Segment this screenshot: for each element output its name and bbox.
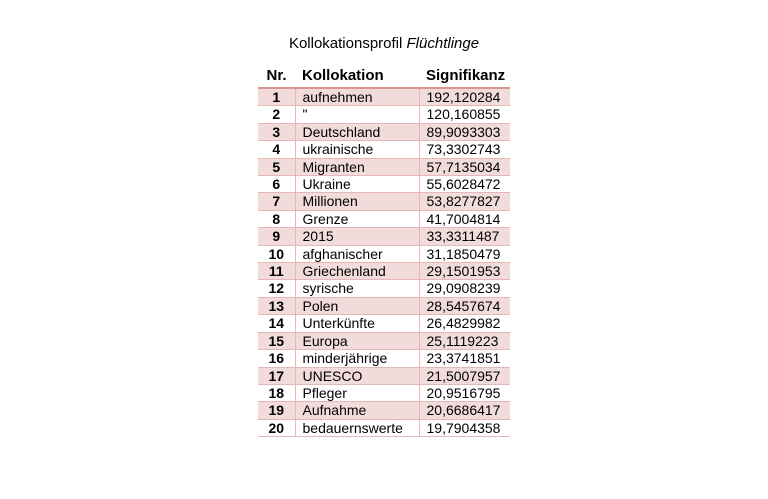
cell-nr: 20 <box>258 419 295 438</box>
cell-kollokation: Griechenland <box>294 262 419 281</box>
cell-signifikanz: 20,9516795 <box>418 384 510 403</box>
cell-signifikanz: 23,3741851 <box>418 349 510 368</box>
cell-signifikanz: 26,4829982 <box>418 314 510 333</box>
cell-signifikanz: 31,1850479 <box>418 245 510 264</box>
table-row: 7 Millionen 53,8277827 <box>258 192 510 211</box>
page-title: Kollokationsprofil Flüchtlinge <box>0 35 768 52</box>
cell-kollokation: bedauernswerte <box>294 419 419 438</box>
cell-signifikanz: 89,9093303 <box>418 123 510 142</box>
table-row: 6 Ukraine 55,6028472 <box>258 175 510 194</box>
cell-kollokation: Unterkünfte <box>294 314 419 333</box>
cell-nr: 16 <box>258 349 295 368</box>
table-row: 15 Europa 25,1119223 <box>258 332 510 351</box>
table-row: 12 syrische 29,0908239 <box>258 279 510 298</box>
cell-signifikanz: 192,120284 <box>418 88 510 107</box>
cell-nr: 13 <box>258 297 295 316</box>
cell-signifikanz: 53,8277827 <box>418 192 510 211</box>
cell-nr: 8 <box>258 210 295 229</box>
cell-nr: 17 <box>258 367 295 385</box>
table-row: 2 " 120,160855 <box>258 105 510 124</box>
table-header-row: Nr. Kollokation Signifikanz <box>258 64 510 89</box>
table-row: 17 UNESCO 21,5007957 <box>258 367 510 385</box>
table-row: 11 Griechenland 29,1501953 <box>258 262 510 281</box>
cell-signifikanz: 21,5007957 <box>418 367 510 385</box>
cell-signifikanz: 33,3311487 <box>418 227 510 246</box>
cell-kollokation: Deutschland <box>294 123 419 142</box>
cell-signifikanz: 73,3302743 <box>418 140 510 159</box>
table-row: 13 Polen 28,5457674 <box>258 297 510 316</box>
cell-signifikanz: 41,7004814 <box>418 210 510 229</box>
cell-kollokation: Europa <box>294 332 419 351</box>
cell-kollokation: Millionen <box>294 192 419 211</box>
cell-kollokation: syrische <box>294 279 419 298</box>
cell-nr: 14 <box>258 314 295 333</box>
table-row: 3 Deutschland 89,9093303 <box>258 123 510 142</box>
table-row: 16 minderjährige 23,3741851 <box>258 349 510 368</box>
cell-kollokation: " <box>294 105 419 124</box>
cell-nr: 10 <box>258 245 295 264</box>
cell-signifikanz: 120,160855 <box>418 105 510 124</box>
cell-kollokation: 2015 <box>294 227 419 246</box>
cell-nr: 2 <box>258 105 295 124</box>
cell-kollokation: aufnehmen <box>294 88 419 107</box>
table-row: 4 ukrainische 73,3302743 <box>258 140 510 159</box>
cell-kollokation: Migranten <box>294 158 419 177</box>
cell-kollokation: afghanischer <box>294 245 419 264</box>
cell-signifikanz: 19,7904358 <box>418 419 510 438</box>
cell-kollokation: Grenze <box>294 210 419 229</box>
cell-kollokation: Ukraine <box>294 175 419 194</box>
kollokation-table: Nr. Kollokation Signifikanz 1 aufnehmen … <box>258 64 510 438</box>
column-header-kollokation: Kollokation <box>295 64 419 89</box>
table-row: 1 aufnehmen 192,120284 <box>258 88 510 107</box>
cell-nr: 3 <box>258 123 295 142</box>
cell-signifikanz: 29,1501953 <box>418 262 510 281</box>
cell-nr: 11 <box>258 262 295 281</box>
cell-kollokation: Polen <box>294 297 419 316</box>
cell-kollokation: Aufnahme <box>294 401 419 420</box>
cell-nr: 18 <box>258 384 295 403</box>
table-row: 19 Aufnahme 20,6686417 <box>258 401 510 420</box>
cell-kollokation: UNESCO <box>294 367 419 385</box>
column-header-signifikanz: Signifikanz <box>419 64 510 89</box>
table-row: 9 2015 33,3311487 <box>258 227 510 246</box>
cell-nr: 6 <box>258 175 295 194</box>
cell-nr: 5 <box>258 158 295 177</box>
cell-signifikanz: 25,1119223 <box>418 332 510 351</box>
table-row: 8 Grenze 41,7004814 <box>258 210 510 229</box>
table-row: 5 Migranten 57,7135034 <box>258 158 510 177</box>
cell-kollokation: Pfleger <box>294 384 419 403</box>
column-header-nr: Nr. <box>258 64 295 89</box>
cell-signifikanz: 20,6686417 <box>418 401 510 420</box>
table-row: 20 bedauernswerte 19,7904358 <box>258 419 510 438</box>
cell-signifikanz: 55,6028472 <box>418 175 510 194</box>
page-title-prefix: Kollokationsprofil <box>288 35 403 52</box>
cell-nr: 9 <box>258 227 295 246</box>
table-row: 14 Unterkünfte 26,4829982 <box>258 314 510 333</box>
cell-nr: 4 <box>258 140 295 159</box>
cell-nr: 1 <box>258 88 295 107</box>
cell-nr: 15 <box>258 332 295 351</box>
cell-kollokation: ukrainische <box>294 140 419 159</box>
cell-nr: 7 <box>258 192 295 211</box>
cell-signifikanz: 57,7135034 <box>418 158 510 177</box>
cell-signifikanz: 28,5457674 <box>418 297 510 316</box>
cell-nr: 19 <box>258 401 295 420</box>
table-row: 18 Pfleger 20,9516795 <box>258 384 510 403</box>
table-body: 1 aufnehmen 192,120284 2 " 120,160855 3 … <box>258 88 510 438</box>
cell-nr: 12 <box>258 279 295 298</box>
table-row: 10 afghanischer 31,1850479 <box>258 245 510 264</box>
cell-kollokation: minderjährige <box>294 349 419 368</box>
page-title-term-italic: Flüchtlinge <box>406 35 480 52</box>
cell-signifikanz: 29,0908239 <box>418 279 510 298</box>
